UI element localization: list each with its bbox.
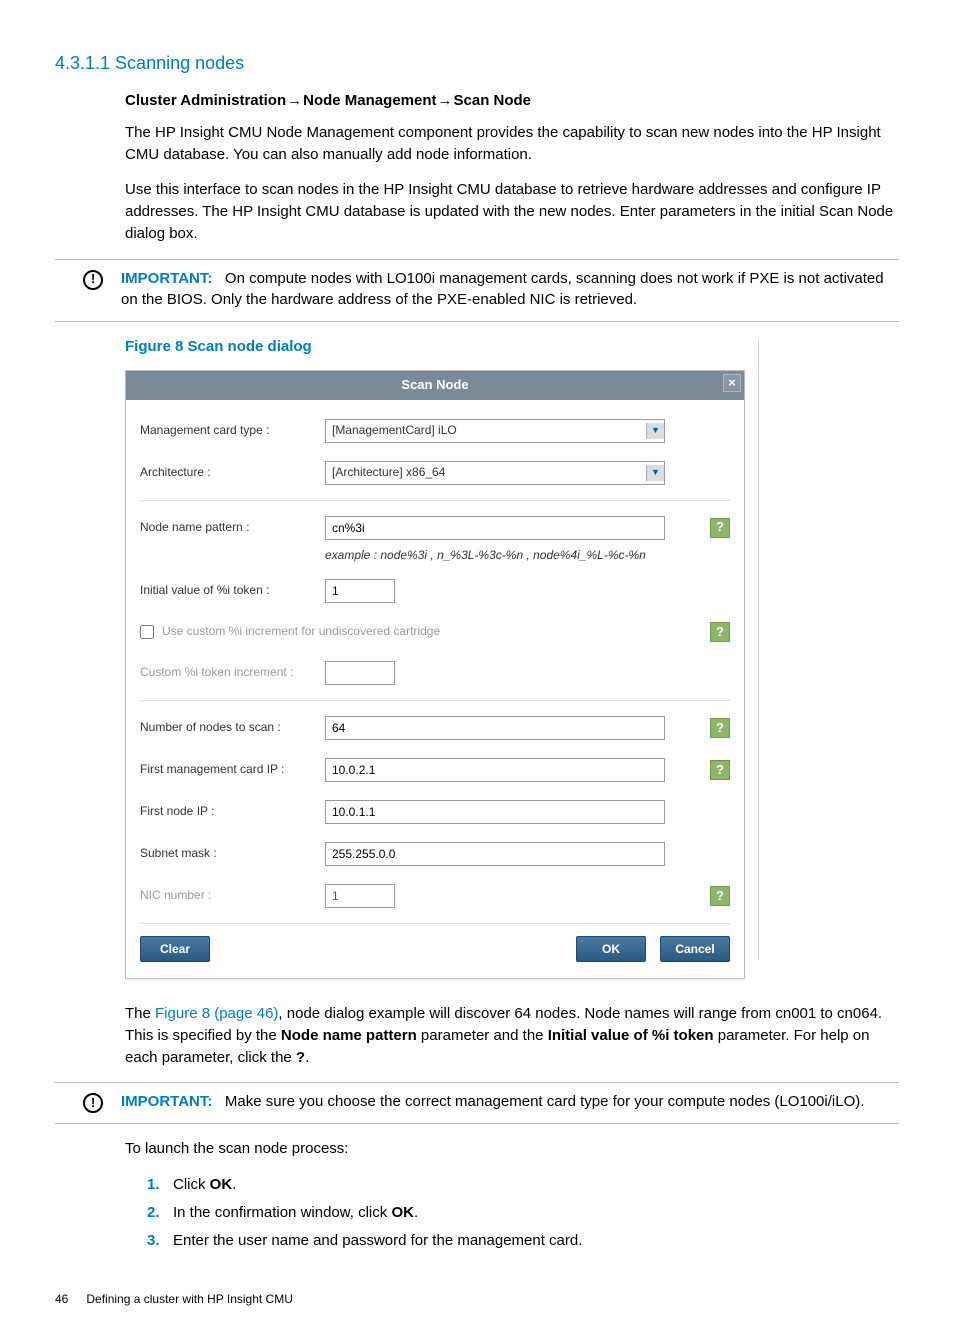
pattern-input[interactable] <box>325 516 665 540</box>
subnet-input[interactable] <box>325 842 665 866</box>
firstnode-input[interactable] <box>325 800 665 824</box>
launch-para: To launch the scan node process: <box>125 1138 899 1160</box>
help-icon[interactable]: ? <box>710 622 730 642</box>
help-icon[interactable]: ? <box>710 518 730 538</box>
nic-label: NIC number : <box>140 887 325 904</box>
step-3: Enter the user name and password for the… <box>147 1230 899 1252</box>
custinc-input <box>325 661 395 685</box>
figure-link[interactable]: Figure 8 (page 46) <box>155 1005 278 1022</box>
breadcrumb-b: Node Management <box>303 92 436 109</box>
initval-input[interactable] <box>325 579 395 603</box>
help-icon[interactable]: ? <box>710 760 730 780</box>
figure-caption: Figure 8 Scan node dialog <box>125 336 899 358</box>
breadcrumb-a: Cluster Administration <box>125 92 286 109</box>
custom-increment-checkbox[interactable] <box>140 625 154 639</box>
close-icon[interactable]: × <box>723 374 741 392</box>
dialog-title: Scan Node × <box>126 371 744 400</box>
ok-button[interactable]: OK <box>576 936 646 962</box>
after-figure-para: The Figure 8 (page 46), node dialog exam… <box>125 1003 899 1068</box>
firstnode-label: First node IP : <box>140 803 325 820</box>
footer-title: Defining a cluster with HP Insight CMU <box>86 1291 293 1308</box>
important-icon: ! <box>83 270 103 290</box>
section-heading: 4.3.1.1 Scanning nodes <box>55 50 899 76</box>
step-2: In the confirmation window, click OK. <box>147 1202 899 1224</box>
architecture-select[interactable]: [Architecture] x86_64▼ <box>325 461 665 485</box>
important-label: IMPORTANT: <box>121 270 212 287</box>
intro-para-2: Use this interface to scan nodes in the … <box>125 179 899 244</box>
cancel-button[interactable]: Cancel <box>660 936 730 962</box>
custom-increment-label: Use custom %i increment for undiscovered… <box>162 623 440 640</box>
help-icon[interactable]: ? <box>710 718 730 738</box>
pattern-label: Node name pattern : <box>140 519 325 536</box>
numnodes-input[interactable] <box>325 716 665 740</box>
subnet-label: Subnet mask : <box>140 845 325 862</box>
firstmgmt-input[interactable] <box>325 758 665 782</box>
help-icon[interactable]: ? <box>710 886 730 906</box>
custinc-label: Custom %i token increment : <box>140 664 325 681</box>
intro-para-1: The HP Insight CMU Node Management compo… <box>125 122 899 166</box>
numnodes-label: Number of nodes to scan : <box>140 719 325 736</box>
firstmgmt-label: First management card IP : <box>140 761 325 778</box>
breadcrumb-c: Scan Node <box>454 92 532 109</box>
important-label: IMPORTANT: <box>121 1093 212 1110</box>
architecture-label: Architecture : <box>140 464 325 481</box>
important-text: On compute nodes with LO100i management … <box>121 270 884 309</box>
chevron-down-icon: ▼ <box>646 465 664 481</box>
clear-button[interactable]: Clear <box>140 936 210 962</box>
initval-label: Initial value of %i token : <box>140 582 325 599</box>
important-icon: ! <box>83 1093 103 1113</box>
mgmt-card-label: Management card type : <box>140 422 325 439</box>
step-1: Click OK. <box>147 1174 899 1196</box>
page-footer: 46 Defining a cluster with HP Insight CM… <box>55 1291 899 1308</box>
scan-node-dialog: Scan Node × Management card type : [Mana… <box>125 370 745 979</box>
page-number: 46 <box>55 1291 68 1308</box>
important-callout-1: ! IMPORTANT: On compute nodes with LO100… <box>55 259 899 323</box>
important-callout-2: ! IMPORTANT: Make sure you choose the co… <box>55 1082 899 1124</box>
breadcrumb: Cluster Administration→Node Management→S… <box>125 90 899 112</box>
steps-list: Click OK. In the confirmation window, cl… <box>147 1174 899 1251</box>
mgmt-card-select[interactable]: [ManagementCard] iLO▼ <box>325 419 665 443</box>
pattern-hint: example : node%3i , n_%3L-%3c-%n , node%… <box>325 547 730 564</box>
important-text: Make sure you choose the correct managem… <box>225 1093 865 1110</box>
chevron-down-icon: ▼ <box>646 423 664 439</box>
nic-input <box>325 884 395 908</box>
